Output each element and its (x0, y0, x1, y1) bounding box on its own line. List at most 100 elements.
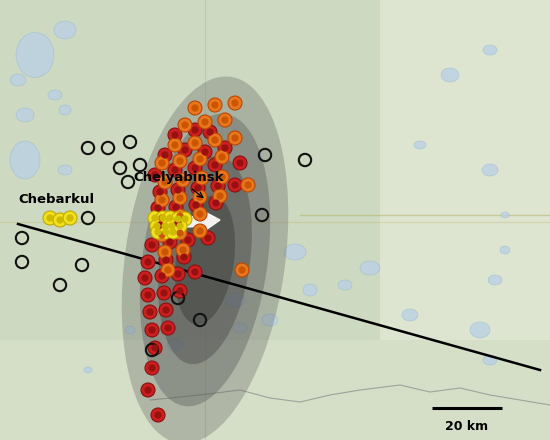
Circle shape (159, 160, 165, 166)
Circle shape (43, 211, 57, 225)
Circle shape (188, 136, 202, 150)
Circle shape (165, 219, 179, 233)
Circle shape (195, 185, 201, 191)
Circle shape (175, 187, 181, 193)
Circle shape (161, 321, 175, 335)
Circle shape (168, 138, 182, 152)
Circle shape (218, 113, 232, 127)
Circle shape (207, 129, 213, 135)
Circle shape (197, 228, 203, 234)
Circle shape (151, 201, 165, 215)
Ellipse shape (48, 90, 62, 100)
Bar (0, 340, 550, 440)
Circle shape (188, 123, 202, 137)
Circle shape (213, 200, 219, 206)
Circle shape (173, 154, 187, 168)
Circle shape (152, 215, 158, 221)
Circle shape (149, 242, 155, 248)
Circle shape (193, 224, 207, 238)
Ellipse shape (501, 212, 509, 218)
Circle shape (180, 177, 186, 183)
Circle shape (245, 182, 251, 188)
Text: Chelyabinsk: Chelyabinsk (133, 172, 223, 198)
Circle shape (149, 365, 155, 371)
Circle shape (178, 143, 192, 157)
Circle shape (232, 100, 238, 106)
Circle shape (159, 215, 165, 221)
Circle shape (192, 105, 198, 111)
Ellipse shape (16, 33, 54, 77)
Circle shape (152, 172, 158, 178)
Circle shape (208, 98, 222, 112)
Circle shape (172, 132, 178, 138)
Circle shape (177, 288, 183, 294)
Circle shape (239, 267, 245, 273)
Ellipse shape (84, 367, 92, 373)
Circle shape (182, 216, 188, 222)
Circle shape (171, 267, 185, 281)
Circle shape (197, 211, 203, 217)
Circle shape (176, 243, 190, 257)
Circle shape (193, 152, 207, 166)
Ellipse shape (233, 323, 247, 333)
Circle shape (173, 191, 187, 205)
Ellipse shape (441, 68, 459, 82)
Circle shape (138, 271, 152, 285)
Circle shape (158, 175, 172, 189)
Circle shape (233, 156, 247, 170)
Circle shape (163, 229, 169, 235)
Circle shape (148, 341, 162, 355)
Ellipse shape (225, 293, 245, 307)
Circle shape (53, 213, 67, 227)
Circle shape (145, 292, 151, 298)
Circle shape (219, 174, 225, 180)
Circle shape (163, 257, 169, 263)
Circle shape (177, 223, 183, 229)
Bar (380, 0, 550, 440)
Text: Chebarkul: Chebarkul (18, 193, 94, 206)
Circle shape (170, 229, 176, 235)
Circle shape (178, 118, 192, 132)
Circle shape (155, 205, 161, 211)
Circle shape (197, 194, 203, 200)
Circle shape (159, 197, 165, 203)
Circle shape (173, 226, 187, 240)
Circle shape (193, 207, 207, 221)
Circle shape (155, 229, 161, 235)
Circle shape (153, 185, 167, 199)
Circle shape (232, 182, 238, 188)
Circle shape (173, 284, 187, 298)
Circle shape (161, 263, 175, 277)
Circle shape (215, 170, 229, 184)
Ellipse shape (122, 77, 288, 440)
Ellipse shape (10, 141, 40, 179)
Circle shape (228, 131, 242, 145)
Circle shape (168, 163, 182, 177)
Circle shape (178, 212, 192, 226)
Circle shape (145, 361, 159, 375)
Circle shape (181, 233, 195, 247)
Ellipse shape (303, 284, 317, 296)
Circle shape (235, 263, 249, 277)
Circle shape (198, 115, 212, 129)
Circle shape (222, 117, 228, 123)
Circle shape (198, 145, 212, 159)
Circle shape (168, 128, 182, 142)
Circle shape (189, 198, 203, 212)
Circle shape (155, 156, 169, 170)
Circle shape (173, 209, 187, 223)
Circle shape (202, 119, 208, 125)
Ellipse shape (500, 246, 510, 254)
Ellipse shape (483, 355, 497, 365)
Circle shape (147, 309, 153, 315)
Circle shape (203, 125, 217, 139)
Circle shape (162, 223, 168, 229)
Circle shape (169, 223, 175, 229)
Ellipse shape (338, 280, 352, 290)
Circle shape (155, 228, 169, 242)
Ellipse shape (10, 74, 26, 86)
Circle shape (228, 96, 242, 110)
Circle shape (176, 173, 190, 187)
Circle shape (241, 178, 255, 192)
Circle shape (208, 158, 222, 172)
